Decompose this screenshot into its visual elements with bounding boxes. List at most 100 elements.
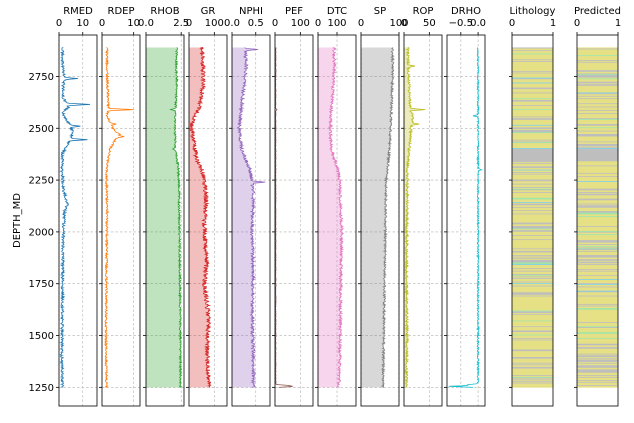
- lithology-band-shale: [577, 384, 618, 386]
- lithology-band-sandstone: [577, 287, 618, 289]
- track-frame: [511, 34, 554, 407]
- lithology-band-shale: [577, 270, 618, 272]
- lithology-band-shale: [512, 226, 553, 228]
- lithology-band-sandstone: [577, 96, 618, 98]
- lithology-band-sandstone: [512, 48, 553, 50]
- lithology-band-sandstone: [577, 330, 618, 332]
- lithology-band-sandstone: [577, 166, 618, 168]
- lithology-band-sandstone: [577, 202, 618, 204]
- lithology-band-shale: [577, 355, 618, 357]
- lithology-band-sandstone: [577, 244, 618, 246]
- lithology-band-sandstone: [512, 344, 553, 346]
- lithology-band-sandstone: [512, 301, 553, 304]
- lithology-band-shale: [577, 76, 618, 78]
- lithology-band-limestone: [577, 245, 618, 247]
- lithology-band-sandstone: [512, 278, 553, 280]
- lithology-band-sandstone: [512, 298, 553, 300]
- lithology-band-sandstone: [577, 380, 618, 382]
- lithology-band-sandstone: [512, 211, 553, 213]
- lithology-band-sandstone: [577, 249, 618, 251]
- lithology-band-sandstone: [577, 55, 618, 57]
- lithology-band-shale: [577, 133, 618, 135]
- lithology-band-shale: [577, 255, 618, 257]
- x-tick-label: 100: [291, 18, 310, 29]
- lithology-band-sandstone: [577, 77, 618, 79]
- lithology-band-shale: [577, 172, 618, 174]
- lithology-band-sandstone: [577, 252, 618, 254]
- lithology-band-sandstone: [577, 184, 618, 186]
- lithology-band-sandstone: [577, 62, 618, 64]
- lithology-band-limestone: [577, 127, 618, 129]
- lithology-band-sandstone: [577, 328, 618, 330]
- lithology-band-sandstone: [577, 100, 618, 102]
- lithology-band-shale: [577, 346, 618, 348]
- lithology-band-sandstone: [512, 112, 553, 115]
- lithology-band-sandstone: [512, 212, 553, 214]
- lithology-band-sandstone: [577, 294, 618, 296]
- lithology-band-sandstone: [577, 341, 618, 343]
- lithology-band-sandstone: [577, 267, 618, 270]
- lithology-band-sandstone: [512, 246, 553, 248]
- lithology-band-sandstone: [512, 54, 553, 56]
- lithology-band-sandstone: [577, 119, 618, 121]
- lithology-band-sandstone: [512, 275, 553, 277]
- lithology-band-shale: [577, 134, 618, 136]
- lithology-band-shale: [512, 238, 553, 241]
- lithology-band-sandstone: [512, 219, 553, 222]
- lithology-band-sandstone: [512, 324, 553, 326]
- lithology-band-sandstone: [512, 202, 553, 204]
- lithology-band-sandstone: [512, 283, 553, 285]
- lithology-band-shale: [512, 293, 553, 295]
- lithology-band-sandstone: [512, 190, 553, 192]
- lithology-band-shale: [512, 88, 553, 90]
- lithology-band-limestone: [512, 376, 553, 378]
- lithology-band-sandstone: [577, 284, 618, 286]
- lithology-band-shale: [512, 258, 553, 260]
- lithology-band-sandstone: [577, 107, 618, 109]
- lithology-band-sandstone: [577, 251, 618, 253]
- lithology-band-sandstone: [512, 81, 553, 83]
- track-frame: [403, 34, 443, 407]
- lithology-band-sandstone: [512, 66, 553, 68]
- lithology-band-sandstone: [577, 383, 618, 385]
- lithology-band-shale: [512, 186, 553, 188]
- lithology-band-sandstone: [512, 107, 553, 110]
- lithology-band-sandstone: [577, 208, 618, 210]
- lithology-band-sandstone: [577, 236, 618, 238]
- lithology-band-sandstone: [512, 304, 553, 306]
- lithology-band-sandstone: [577, 228, 618, 230]
- lithology-band-shale: [577, 144, 618, 146]
- lithology-band-sandstone: [512, 241, 553, 243]
- lithology-band-sandstone: [577, 224, 618, 226]
- lithology-band-sandstone: [577, 321, 618, 323]
- lithology-band-shale: [512, 127, 553, 129]
- lithology-band-shale: [577, 282, 618, 285]
- lithology-band-sandstone: [577, 269, 618, 271]
- lithology-band-sandstone: [512, 177, 553, 179]
- lithology-band-shale: [577, 286, 618, 288]
- lithology-band-sandstone: [577, 201, 618, 203]
- x-tick-label: 2.5: [173, 18, 189, 29]
- lithology-band-sandstone: [577, 129, 618, 131]
- lithology-band-sandstone: [512, 76, 553, 78]
- lithology-band-sandstone: [577, 57, 618, 59]
- lithology-band-shale: [577, 158, 618, 160]
- lithology-band-sandstone: [577, 329, 618, 331]
- lithology-band-shale: [512, 72, 553, 74]
- lithology-band-shale: [577, 74, 618, 76]
- lithology-band-shale: [577, 366, 618, 368]
- lithology-band-sandstone: [577, 99, 618, 101]
- lithology-band-limestone: [577, 213, 618, 215]
- lithology-band-shale: [512, 160, 553, 162]
- lithology-band-sandstone: [512, 266, 553, 268]
- lithology-band-sandstone: [512, 302, 553, 304]
- lithology-band-shale: [512, 141, 553, 143]
- lithology-band-sandstone: [577, 63, 618, 65]
- lithology-band-sandstone: [512, 167, 553, 169]
- lithology-band-sandstone: [577, 146, 618, 148]
- lithology-band-shale: [577, 261, 618, 263]
- lithology-band-sandstone: [577, 367, 618, 369]
- lithology-band-sandstone: [512, 287, 553, 289]
- lithology-band-sandstone: [512, 264, 553, 266]
